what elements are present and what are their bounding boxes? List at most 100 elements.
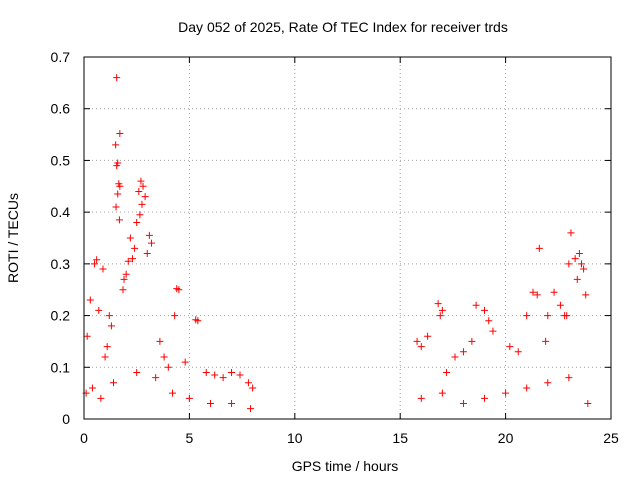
data-point — [443, 368, 451, 376]
data-point — [434, 300, 442, 308]
data-point — [120, 275, 128, 283]
data-point — [86, 296, 94, 304]
data-point — [417, 343, 425, 351]
data-point — [137, 177, 145, 185]
data-point — [114, 190, 122, 198]
y-tick-label: 0.1 — [51, 359, 71, 375]
chart-title: Day 052 of 2025, Rate Of TEC Index for r… — [178, 19, 508, 35]
grid-lines — [84, 57, 611, 419]
data-point — [110, 379, 118, 387]
y-tick-label: 0.2 — [51, 308, 71, 324]
data-point — [103, 343, 111, 351]
data-point — [107, 322, 115, 330]
x-tick-label: 25 — [603, 430, 619, 446]
data-point — [95, 306, 103, 314]
data-point — [175, 286, 183, 294]
x-tick-label: 5 — [186, 430, 194, 446]
data-point — [417, 394, 425, 402]
data-point — [575, 250, 583, 258]
y-axis-label: ROTI / TECUs — [5, 193, 21, 283]
x-axis-label: GPS time / hours — [292, 458, 399, 474]
data-point — [567, 229, 575, 237]
plot-frame — [83, 56, 612, 420]
data-point — [83, 332, 91, 340]
data-point — [219, 374, 227, 382]
data-point — [206, 399, 214, 407]
data-point — [152, 374, 160, 382]
data-point — [571, 255, 579, 263]
data-point — [236, 371, 244, 379]
data-point — [535, 244, 543, 252]
data-point — [523, 384, 531, 392]
data-point — [116, 130, 124, 138]
y-tick-label: 0.6 — [51, 101, 71, 117]
data-point — [115, 216, 123, 224]
data-point — [228, 368, 236, 376]
data-point — [506, 343, 514, 351]
data-point — [136, 211, 144, 219]
y-tick-label: 0 — [62, 411, 70, 427]
data-point — [563, 312, 571, 320]
data-point — [533, 291, 541, 299]
data-point — [145, 231, 153, 239]
data-point — [164, 363, 172, 371]
y-tick-label: 0.4 — [51, 204, 71, 220]
data-point — [468, 337, 476, 345]
data-point — [202, 368, 210, 376]
data-point — [119, 286, 127, 294]
x-tick-label: 0 — [80, 430, 88, 446]
data-point — [481, 394, 489, 402]
data-point — [147, 239, 155, 247]
data-point — [138, 200, 146, 208]
data-point — [459, 399, 467, 407]
data-point — [128, 255, 136, 263]
x-tick-label: 15 — [392, 430, 408, 446]
data-point — [97, 394, 105, 402]
data-point — [169, 389, 177, 397]
data-point — [126, 234, 134, 242]
data-point — [436, 312, 444, 320]
data-point — [438, 306, 446, 314]
data-point — [247, 405, 255, 413]
data-point — [131, 244, 139, 252]
y-axis-ticks: 0 0.1 0.2 0.3 0.4 0.5 0.6 0.7 — [51, 49, 611, 427]
data-point — [413, 337, 421, 345]
data-point — [135, 187, 143, 195]
data-point — [577, 260, 585, 268]
data-point — [181, 358, 189, 366]
data-point — [438, 389, 446, 397]
data-point — [485, 317, 493, 325]
data-point — [481, 306, 489, 314]
data-point — [424, 332, 432, 340]
data-point — [556, 301, 564, 309]
y-tick-label: 0.7 — [51, 49, 71, 65]
data-point — [249, 384, 257, 392]
data-point — [523, 312, 531, 320]
data-point — [514, 348, 522, 356]
data-points — [82, 74, 592, 413]
data-point — [550, 288, 558, 296]
data-point — [122, 270, 130, 278]
data-point — [472, 301, 480, 309]
data-point — [160, 353, 168, 361]
data-point — [451, 353, 459, 361]
data-point — [194, 317, 202, 325]
data-point — [113, 162, 121, 170]
data-point — [105, 312, 113, 320]
data-point — [573, 275, 581, 283]
data-point — [171, 312, 179, 320]
data-point — [459, 348, 467, 356]
data-point — [91, 260, 99, 268]
data-point — [116, 182, 124, 190]
data-point — [99, 265, 107, 273]
data-point — [565, 374, 573, 382]
data-point — [143, 250, 151, 258]
x-tick-label: 10 — [287, 430, 303, 446]
data-point — [112, 141, 120, 149]
data-point — [580, 265, 588, 273]
data-point — [542, 337, 550, 345]
data-point — [211, 371, 219, 379]
data-point — [112, 203, 120, 211]
y-tick-label: 0.5 — [51, 152, 71, 168]
